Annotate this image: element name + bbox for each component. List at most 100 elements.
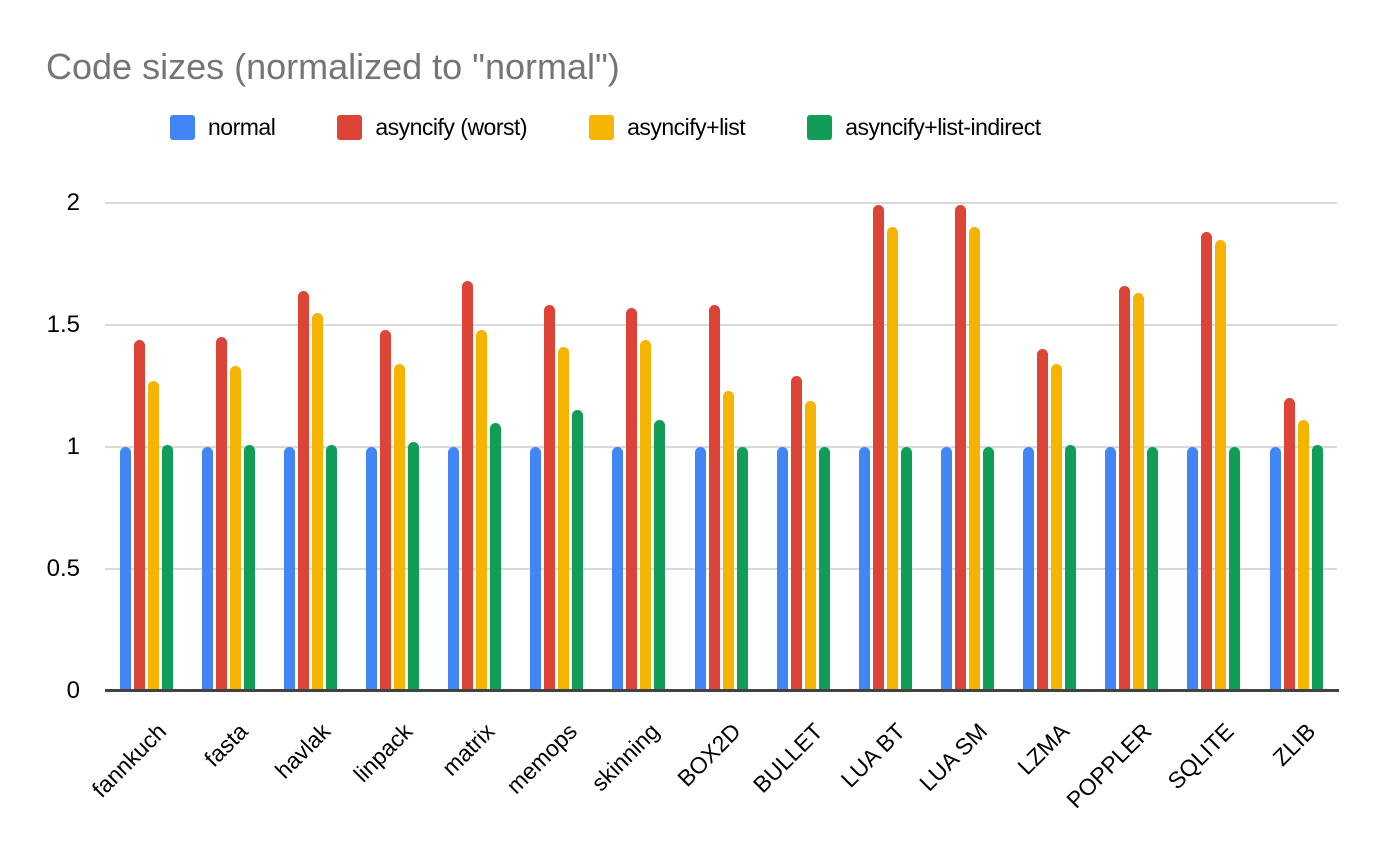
x-axis-label: LUA BT bbox=[835, 717, 911, 793]
bar-asyncify+list-indirect-fasta bbox=[243, 445, 255, 691]
bar-asyncify-worst--skinning bbox=[626, 308, 638, 691]
bar-asyncify-worst--lua-sm bbox=[954, 205, 966, 691]
x-axis-labels: fannkuch fasta havlak linpack matrix memops sk… bbox=[87, 692, 1337, 842]
bar-asyncify+list-lua-bt bbox=[886, 227, 898, 691]
x-slot: LZMA bbox=[1009, 692, 1091, 842]
legend-label: asyncify (worst) bbox=[375, 114, 528, 140]
bar-normal-bullet bbox=[776, 447, 788, 691]
bar-asyncify-worst--fasta bbox=[215, 337, 227, 691]
bar-group-fannkuch bbox=[105, 203, 187, 691]
x-axis-label: SQLITE bbox=[1162, 717, 1239, 795]
bar-asyncify+list-indirect-bullet bbox=[818, 447, 830, 691]
bar-group-lua-sm bbox=[926, 203, 1008, 691]
bar-group-sqlite bbox=[1173, 203, 1255, 691]
legend-label: normal bbox=[208, 114, 276, 140]
legend-item-4: asyncify+list-indirect bbox=[807, 114, 1041, 141]
bar-asyncify+list-matrix bbox=[476, 330, 488, 691]
x-axis-label: LUA SM bbox=[914, 717, 993, 797]
x-slot: linpack bbox=[348, 692, 433, 842]
bar-normal-havlak bbox=[283, 447, 295, 691]
y-tick-label: 0 bbox=[66, 677, 80, 704]
bar-group-linpack bbox=[351, 203, 433, 691]
bar-normal-matrix bbox=[448, 447, 460, 691]
bar-group-havlak bbox=[269, 203, 351, 691]
y-tick-label: 1.5 bbox=[46, 311, 80, 338]
x-axis-label: LZMA bbox=[1012, 717, 1075, 780]
bar-asyncify+list-fasta bbox=[229, 366, 241, 691]
bar-group-memops bbox=[516, 203, 598, 691]
legend-swatch-icon bbox=[589, 115, 615, 140]
gridline bbox=[105, 446, 1337, 448]
bar-asyncify+list-indirect-havlak bbox=[325, 445, 337, 691]
bar-asyncify+list-indirect-matrix bbox=[490, 423, 502, 691]
bar-asyncify+list-indirect-skinning bbox=[654, 420, 666, 691]
bar-asyncify-worst--sqlite bbox=[1201, 232, 1213, 691]
bar-asyncify-worst--poppler bbox=[1119, 286, 1131, 691]
x-slot: fasta bbox=[187, 692, 269, 842]
bar-asyncify+list-indirect-poppler bbox=[1147, 447, 1159, 691]
bar-normal-sqlite bbox=[1187, 447, 1199, 691]
bar-asyncify+list-box2d bbox=[722, 391, 734, 691]
bar-group-zlib bbox=[1255, 203, 1337, 691]
bar-group-matrix bbox=[434, 203, 516, 691]
bar-normal-box2d bbox=[694, 447, 706, 691]
legend-swatch-icon bbox=[807, 115, 833, 140]
x-axis-label: BOX2D bbox=[672, 717, 746, 792]
legend-swatch-icon bbox=[170, 115, 195, 140]
y-tick-label: 2 bbox=[66, 189, 80, 216]
bar-asyncify-worst--havlak bbox=[297, 291, 309, 691]
x-slot: havlak bbox=[269, 692, 351, 842]
bar-asyncify+list-poppler bbox=[1133, 293, 1145, 691]
bar-asyncify+list-indirect-zlib bbox=[1311, 445, 1323, 691]
x-axis-label: skinning bbox=[585, 717, 664, 797]
x-axis-label: ZLIB bbox=[1268, 717, 1321, 771]
x-axis-label: havlak bbox=[269, 717, 336, 784]
x-slot: skinning bbox=[586, 692, 680, 842]
y-tick-label: 1 bbox=[66, 433, 80, 460]
chart-title: Code sizes (normalized to "normal") bbox=[46, 46, 620, 87]
gridline bbox=[105, 202, 1337, 204]
x-slot: matrix bbox=[434, 692, 516, 842]
bar-asyncify+list-indirect-linpack bbox=[407, 442, 419, 691]
bar-group-lzma bbox=[1009, 203, 1091, 691]
bar-asyncify+list-fannkuch bbox=[147, 381, 159, 691]
bar-asyncify-worst--box2d bbox=[708, 305, 720, 691]
bar-group-fasta bbox=[187, 203, 269, 691]
bar-asyncify+list-zlib bbox=[1297, 420, 1309, 691]
legend-label: asyncify+list bbox=[627, 114, 746, 140]
bar-asyncify+list-sqlite bbox=[1215, 240, 1227, 691]
plot-area bbox=[105, 202, 1337, 691]
x-slot: LUA BT bbox=[836, 692, 926, 842]
x-axis-label: fasta bbox=[199, 717, 254, 772]
bar-asyncify-worst--zlib bbox=[1283, 398, 1295, 691]
bar-asyncify-worst--bullet bbox=[790, 376, 802, 691]
gridline bbox=[105, 324, 1337, 326]
bar-normal-poppler bbox=[1105, 447, 1117, 691]
bar-asyncify+list-bullet bbox=[804, 401, 816, 691]
x-slot: memops bbox=[501, 692, 598, 842]
bar-asyncify-worst--memops bbox=[544, 305, 556, 691]
bar-group-poppler bbox=[1091, 203, 1173, 691]
legend: normal asyncify (worst) asyncify+list async… bbox=[170, 114, 1041, 141]
bar-group-skinning bbox=[598, 203, 680, 691]
x-slot: POPPLER bbox=[1061, 692, 1173, 842]
bar-asyncify+list-linpack bbox=[393, 364, 405, 691]
bar-normal-lua-sm bbox=[940, 447, 952, 691]
bar-asyncify-worst--lzma bbox=[1037, 349, 1049, 691]
x-slot: BOX2D bbox=[672, 692, 762, 842]
x-slot: LUA SM bbox=[914, 692, 1008, 842]
gridline bbox=[105, 568, 1337, 570]
bar-normal-lzma bbox=[1023, 447, 1035, 691]
bar-asyncify-worst--matrix bbox=[462, 281, 474, 691]
bar-asyncify+list-indirect-memops bbox=[572, 410, 584, 691]
x-axis-label: matrix bbox=[436, 717, 500, 781]
bar-asyncify+list-indirect-lua-bt bbox=[900, 447, 912, 691]
bar-asyncify+list-lzma bbox=[1051, 364, 1063, 691]
legend-swatch-icon bbox=[337, 115, 363, 140]
bar-asyncify+list-skinning bbox=[640, 340, 652, 691]
x-slot: SQLITE bbox=[1163, 692, 1255, 842]
bar-asyncify+list-havlak bbox=[311, 313, 323, 691]
bar-asyncify+list-memops bbox=[558, 347, 570, 691]
x-slot: BULLET bbox=[748, 692, 844, 842]
